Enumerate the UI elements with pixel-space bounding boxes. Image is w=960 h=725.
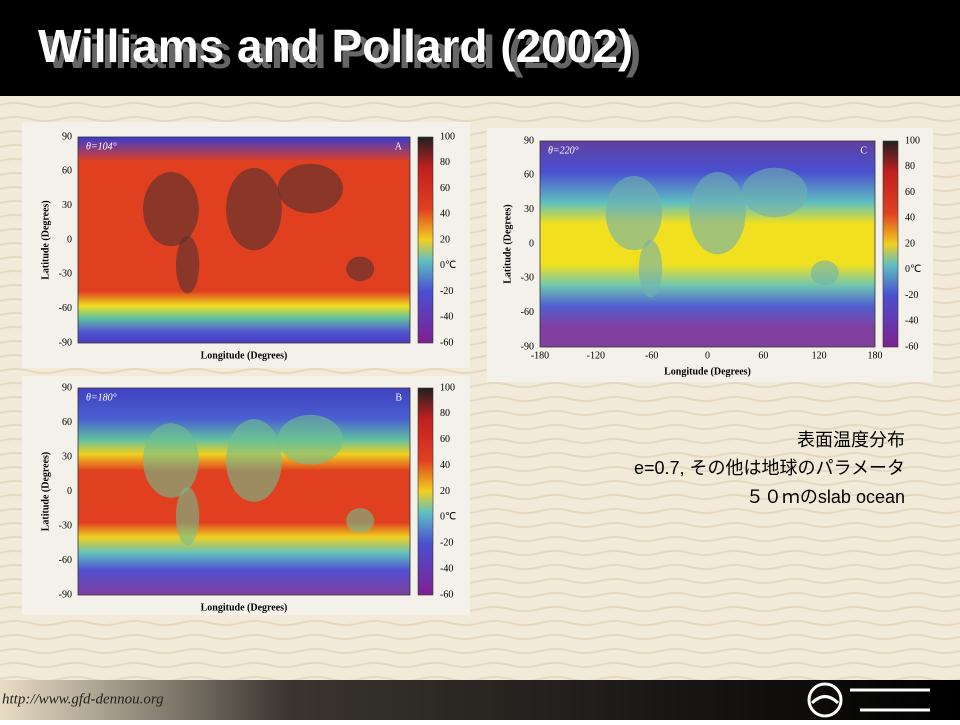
note-line: 表面温度分布 — [797, 430, 905, 450]
colorbar-tick-label: -60 — [440, 337, 453, 348]
map-panel: θ=180° B 90 60 30 0 -30 -60 -90 Latitude (Degrees… — [22, 376, 470, 615]
panel-label: B — [395, 392, 402, 403]
colorbar — [417, 387, 434, 596]
y-tick-label: -30 — [59, 269, 72, 280]
colorbar-tick-label: 80 — [905, 161, 915, 172]
footer-bar — [0, 680, 960, 720]
continent — [226, 167, 282, 251]
footer-url: http://www.gfd-dennou.org — [2, 691, 164, 707]
colorbar-tick-label: 20 — [440, 234, 450, 245]
colorbar-tick-label: 20 — [905, 238, 915, 249]
continent — [226, 419, 282, 502]
colorbar-tick-label: -20 — [440, 286, 453, 297]
colorbar-tick-label: 20 — [440, 486, 450, 497]
y-tick-label: -30 — [59, 520, 72, 531]
y-tick-label: 30 — [62, 451, 72, 462]
colorbar-tick-label: -20 — [905, 290, 918, 301]
continent — [143, 423, 199, 498]
colorbar-tick-label: -40 — [440, 563, 453, 574]
colorbar-tick-label: 100 — [440, 382, 455, 393]
x-tick-label: 60 — [758, 350, 768, 361]
continent — [741, 167, 808, 218]
continent — [277, 414, 343, 465]
y-tick-label: 90 — [62, 382, 72, 393]
colorbar-tick-label: -60 — [440, 589, 453, 600]
colorbar-tick-label: 60 — [905, 187, 915, 198]
colorbar — [882, 140, 899, 348]
x-tick-label: 0 — [705, 350, 710, 361]
colorbar-tick-label: 100 — [905, 135, 920, 146]
note-line: ５０ｍのslab ocean — [746, 487, 905, 507]
colorbar-tick-label: 40 — [905, 213, 915, 224]
colorbar-tick-label: 0℃ — [440, 512, 456, 523]
continent — [175, 235, 200, 294]
y-axis-label: Latitude (Degrees) — [40, 200, 51, 280]
colorbar-tick-label: 0℃ — [905, 264, 921, 275]
panel-theta: θ=104° — [86, 141, 117, 152]
panel-theta: θ=220° — [548, 145, 579, 156]
y-tick-label: 90 — [62, 131, 72, 142]
colorbar-tick-label: 80 — [440, 408, 450, 419]
continent — [689, 171, 746, 255]
colorbar-tick-label: -20 — [440, 538, 453, 549]
panel-theta: θ=180° — [86, 392, 117, 403]
y-tick-label: 0 — [67, 234, 72, 245]
continent — [810, 260, 839, 286]
colorbar-tick-label: -60 — [905, 341, 918, 352]
y-tick-label: 30 — [62, 200, 72, 211]
colorbar-tick-label: -40 — [440, 312, 453, 323]
y-tick-label: -90 — [59, 337, 72, 348]
y-tick-label: 60 — [62, 417, 72, 428]
colorbar-tick-label: 60 — [440, 183, 450, 194]
colorbar-tick-label: -40 — [905, 316, 918, 327]
panel-label: C — [860, 145, 867, 156]
x-tick-label: -60 — [645, 350, 658, 361]
y-tick-label: 60 — [524, 170, 534, 181]
y-tick-label: 0 — [67, 486, 72, 497]
colorbar-tick-label: 40 — [440, 209, 450, 220]
continent — [277, 163, 343, 214]
y-tick-label: -90 — [521, 341, 534, 352]
continent — [175, 487, 200, 546]
colorbar-tick-label: 80 — [440, 157, 450, 168]
y-axis-label: Latitude (Degrees) — [502, 204, 513, 284]
map-panel: θ=104° A 90 60 30 0 -30 -60 -90 Latitude (Degrees… — [22, 122, 470, 368]
y-tick-label: -60 — [521, 307, 534, 318]
continent — [605, 176, 662, 251]
continent — [143, 172, 199, 247]
x-tick-label: -120 — [587, 350, 605, 361]
colorbar-tick-label: 60 — [440, 434, 450, 445]
title-shadow: Williams and Pollard (2002) — [46, 26, 641, 78]
note-line: e=0.7, その他は地球のパラメータ — [634, 458, 905, 478]
y-tick-label: 30 — [524, 204, 534, 215]
x-tick-label: 120 — [812, 350, 827, 361]
y-tick-label: -30 — [521, 273, 534, 284]
header-bar — [0, 0, 960, 96]
continent — [638, 239, 663, 298]
x-axis-label: Longitude (Degrees) — [201, 602, 288, 613]
x-tick-label: -180 — [531, 350, 549, 361]
colorbar-tick-label: 0℃ — [440, 260, 456, 271]
y-tick-label: 90 — [524, 135, 534, 146]
x-axis-label: Longitude (Degrees) — [201, 350, 288, 361]
colorbar — [417, 136, 434, 344]
y-tick-label: -60 — [59, 303, 72, 314]
panel-label: A — [395, 141, 403, 152]
title: Williams and Pollard (2002) — [38, 20, 633, 72]
y-tick-label: 60 — [62, 166, 72, 177]
colorbar-tick-label: 100 — [440, 131, 455, 142]
continent — [346, 256, 375, 282]
y-tick-label: -60 — [59, 555, 72, 566]
continent — [346, 508, 375, 533]
y-tick-label: -90 — [59, 589, 72, 600]
y-tick-label: 0 — [529, 238, 534, 249]
logo — [807, 682, 930, 718]
x-tick-label: 180 — [868, 350, 883, 361]
colorbar-tick-label: 40 — [440, 460, 450, 471]
map-panel: θ=220° C 90 60 30 0 -30 -60 -90 Latitude (Degrees… — [487, 128, 933, 382]
x-axis-label: Longitude (Degrees) — [664, 366, 751, 377]
y-axis-label: Latitude (Degrees) — [40, 452, 51, 532]
